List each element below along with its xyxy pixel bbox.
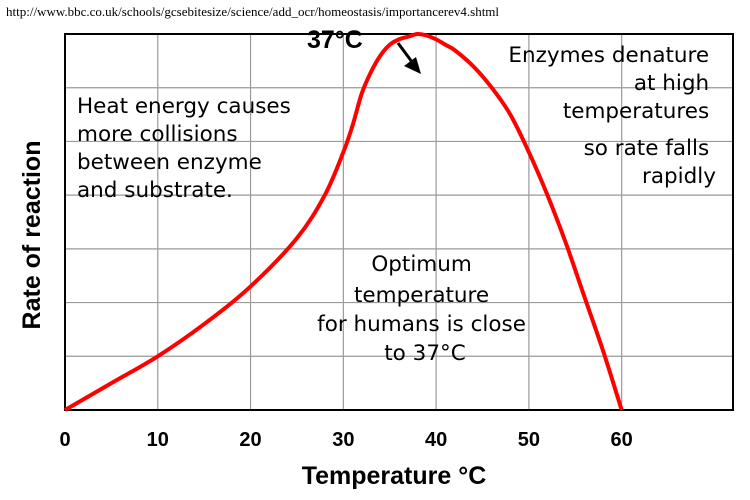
source-url: http://www.bbc.co.uk/schools/gcsebitesiz… — [6, 4, 499, 19]
left-annotation: Heat energy causes more collisions betwe… — [77, 94, 298, 203]
middle-annotation-line: temperature — [354, 283, 489, 308]
x-tick-label: 50 — [518, 429, 540, 451]
left-annotation-line: more collisions — [77, 122, 238, 147]
x-tick-label: 60 — [611, 429, 633, 451]
middle-annotation-line: to 37°C — [384, 341, 466, 366]
left-annotation-line: and substrate. — [77, 178, 233, 203]
middle-annotation-line: Optimum — [371, 252, 472, 277]
right-annotation-line: Enzymes denature — [508, 43, 709, 68]
middle-annotation: Optimum temperature for humans is close … — [317, 252, 533, 366]
left-annotation-line: between enzyme — [77, 150, 262, 175]
x-tick-label: 20 — [239, 429, 261, 451]
plot-frame — [64, 33, 734, 411]
x-tick-label: 0 — [59, 429, 70, 451]
right-annotation-line: so rate falls — [584, 136, 710, 161]
axes — [64, 33, 734, 411]
y-axis-title: Rate of reaction — [18, 141, 46, 330]
x-axis-title: Temperature °C — [302, 462, 487, 490]
left-annotation-line: Heat energy causes — [77, 94, 291, 119]
x-tick-label: 40 — [425, 429, 447, 451]
right-annotation-line: temperatures — [563, 99, 709, 124]
peak-label: 37°C — [307, 26, 363, 54]
peak-arrow — [396, 42, 421, 74]
x-tick-labels: 0 10 20 30 40 50 60 — [59, 429, 632, 451]
middle-annotation-line: for humans is close — [317, 312, 526, 337]
x-tick-label: 10 — [147, 429, 169, 451]
right-annotation-line: rapidly — [642, 164, 716, 189]
right-annotation-line: at high — [634, 71, 709, 96]
x-tick-label: 30 — [332, 429, 354, 451]
right-annotation: Enzymes denature at high temperatures so… — [508, 43, 716, 189]
rate-curve — [63, 31, 624, 412]
